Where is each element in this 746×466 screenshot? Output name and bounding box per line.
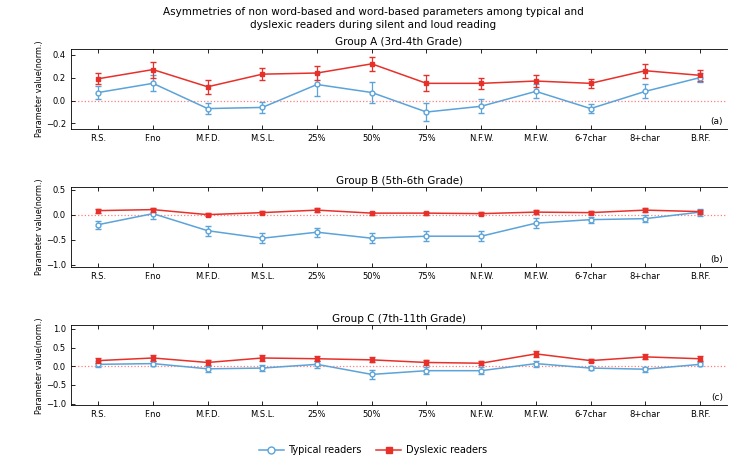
- Y-axis label: Parameter value(norm.): Parameter value(norm.): [36, 179, 45, 275]
- Text: (b): (b): [710, 255, 723, 264]
- Y-axis label: Parameter value(norm.): Parameter value(norm.): [36, 41, 45, 137]
- Text: Asymmetries of non word-based and word-based parameters among typical and: Asymmetries of non word-based and word-b…: [163, 7, 583, 17]
- Title: Group B (5th-6th Grade): Group B (5th-6th Grade): [336, 176, 463, 185]
- Title: Group C (7th-11th Grade): Group C (7th-11th Grade): [332, 314, 466, 324]
- Legend: Typical readers, Dyslexic readers: Typical readers, Dyslexic readers: [255, 441, 491, 459]
- Text: (a): (a): [710, 117, 723, 126]
- Text: (c): (c): [711, 393, 723, 402]
- Text: dyslexic readers during silent and loud reading: dyslexic readers during silent and loud …: [250, 20, 496, 29]
- Title: Group A (3rd-4th Grade): Group A (3rd-4th Grade): [336, 37, 463, 48]
- Y-axis label: Parameter value(norm.): Parameter value(norm.): [36, 317, 45, 414]
